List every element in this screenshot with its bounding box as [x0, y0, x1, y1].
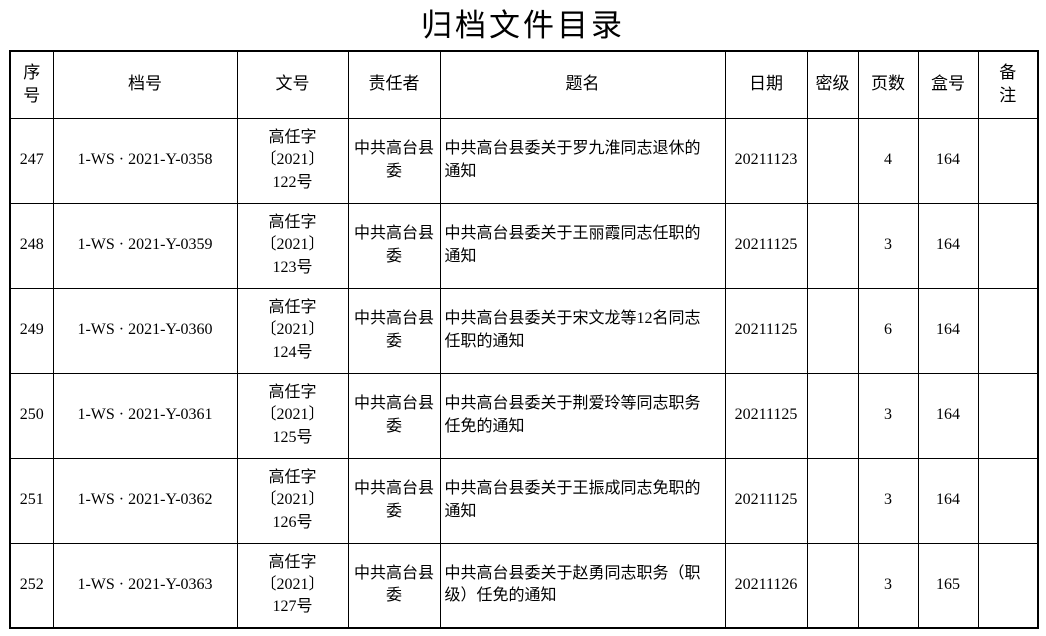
- cell-title: 中共高台县委关于罗九淮同志退休的 通知: [439, 117, 726, 204]
- cell-document-number: 高任字 〔2021〕 127号: [236, 542, 349, 629]
- cell-box-number: 164: [917, 372, 979, 459]
- cell-serial-number: 249: [9, 287, 54, 374]
- header-page-count: 页数: [857, 50, 919, 119]
- cell-security-level: [806, 457, 859, 544]
- cell-date: 20211126: [724, 542, 808, 629]
- cell-remarks: [977, 457, 1039, 544]
- cell-responsible-party: 中共高台县 委: [347, 372, 441, 459]
- cell-security-level: [806, 372, 859, 459]
- table-row: 248 1-WS · 2021-Y-0359 高任字 〔2021〕 123号 中…: [9, 202, 1039, 289]
- cell-security-level: [806, 287, 859, 374]
- table-row: 247 1-WS · 2021-Y-0358 高任字 〔2021〕 122号 中…: [9, 117, 1039, 204]
- cell-serial-number: 251: [9, 457, 54, 544]
- cell-security-level: [806, 542, 859, 629]
- cell-serial-number: 252: [9, 542, 54, 629]
- cell-page-count: 3: [857, 457, 919, 544]
- cell-date: 20211125: [724, 287, 808, 374]
- cell-box-number: 164: [917, 457, 979, 544]
- cell-remarks: [977, 117, 1039, 204]
- header-serial-number: 序 号: [9, 50, 54, 119]
- cell-title: 中共高台县委关于荆爱玲等同志职务 任免的通知: [439, 372, 726, 459]
- cell-responsible-party: 中共高台县 委: [347, 542, 441, 629]
- cell-remarks: [977, 202, 1039, 289]
- cell-file-number: 1-WS · 2021-Y-0361: [52, 372, 238, 459]
- cell-serial-number: 247: [9, 117, 54, 204]
- header-remarks: 备 注: [977, 50, 1039, 119]
- cell-page-count: 6: [857, 287, 919, 374]
- table-row: 251 1-WS · 2021-Y-0362 高任字 〔2021〕 126号 中…: [9, 457, 1039, 544]
- header-date: 日期: [724, 50, 808, 119]
- cell-security-level: [806, 202, 859, 289]
- header-file-number: 档号: [52, 50, 238, 119]
- header-document-number: 文号: [236, 50, 349, 119]
- table-row: 249 1-WS · 2021-Y-0360 高任字 〔2021〕 124号 中…: [9, 287, 1039, 374]
- header-row: 序 号 档号 文号 责任者 题名 日期 密级 页数 盒号 备 注: [9, 50, 1039, 119]
- cell-date: 20211125: [724, 457, 808, 544]
- page-title: 归档文件目录: [421, 8, 625, 43]
- table-row: 250 1-WS · 2021-Y-0361 高任字 〔2021〕 125号 中…: [9, 372, 1039, 459]
- cell-page-count: 3: [857, 372, 919, 459]
- cell-box-number: 164: [917, 202, 979, 289]
- cell-page-count: 3: [857, 542, 919, 629]
- cell-serial-number: 250: [9, 372, 54, 459]
- cell-file-number: 1-WS · 2021-Y-0360: [52, 287, 238, 374]
- cell-document-number: 高任字 〔2021〕 122号: [236, 117, 349, 204]
- cell-title: 中共高台县委关于王振成同志免职的 通知: [439, 457, 726, 544]
- cell-remarks: [977, 287, 1039, 374]
- table-row: 252 1-WS · 2021-Y-0363 高任字 〔2021〕 127号 中…: [9, 542, 1039, 629]
- cell-document-number: 高任字 〔2021〕 124号: [236, 287, 349, 374]
- cell-title: 中共高台县委关于王丽霞同志任职的 通知: [439, 202, 726, 289]
- cell-title: 中共高台县委关于宋文龙等12名同志 任职的通知: [439, 287, 726, 374]
- cell-security-level: [806, 117, 859, 204]
- cell-title: 中共高台县委关于赵勇同志职务（职 级）任免的通知: [439, 542, 726, 629]
- cell-box-number: 164: [917, 117, 979, 204]
- cell-page-count: 3: [857, 202, 919, 289]
- cell-file-number: 1-WS · 2021-Y-0363: [52, 542, 238, 629]
- archive-catalog-table: 序 号 档号 文号 责任者 题名 日期 密级 页数 盒号 备 注 247 1-W…: [9, 50, 1039, 629]
- cell-document-number: 高任字 〔2021〕 123号: [236, 202, 349, 289]
- cell-remarks: [977, 542, 1039, 629]
- cell-page-count: 4: [857, 117, 919, 204]
- cell-file-number: 1-WS · 2021-Y-0358: [52, 117, 238, 204]
- cell-file-number: 1-WS · 2021-Y-0362: [52, 457, 238, 544]
- cell-serial-number: 248: [9, 202, 54, 289]
- cell-responsible-party: 中共高台县 委: [347, 457, 441, 544]
- cell-remarks: [977, 372, 1039, 459]
- cell-date: 20211125: [724, 372, 808, 459]
- header-responsible-party: 责任者: [347, 50, 441, 119]
- cell-date: 20211125: [724, 202, 808, 289]
- header-title: 题名: [439, 50, 726, 119]
- header-box-number: 盒号: [917, 50, 979, 119]
- cell-file-number: 1-WS · 2021-Y-0359: [52, 202, 238, 289]
- cell-date: 20211123: [724, 117, 808, 204]
- cell-box-number: 165: [917, 542, 979, 629]
- cell-responsible-party: 中共高台县 委: [347, 117, 441, 204]
- cell-document-number: 高任字 〔2021〕 125号: [236, 372, 349, 459]
- header-security-level: 密级: [806, 50, 859, 119]
- cell-document-number: 高任字 〔2021〕 126号: [236, 457, 349, 544]
- cell-box-number: 164: [917, 287, 979, 374]
- cell-responsible-party: 中共高台县 委: [347, 287, 441, 374]
- cell-responsible-party: 中共高台县 委: [347, 202, 441, 289]
